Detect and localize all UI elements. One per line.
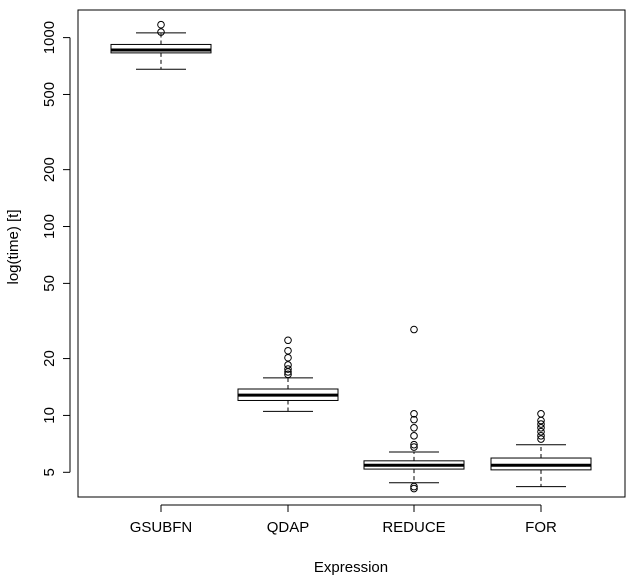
outlier-point: [284, 370, 292, 379]
outlier-point: [410, 325, 418, 334]
y-tick-label: 1000: [41, 21, 58, 54]
plot-border: [77, 9, 626, 498]
outlier-point: [410, 443, 418, 451]
box-group-reduce: [363, 325, 465, 493]
outlier-point: [157, 28, 165, 36]
y-tick-label: 10: [41, 407, 58, 424]
outlier-point: [410, 484, 418, 493]
box-group-for: [490, 410, 592, 488]
axis-layer: 5 10 20 50 100 200 500 1000 GSUBFN QDAP REDUCE FOR: [41, 9, 626, 536]
outlier-point: [537, 435, 545, 443]
outlier-point: [284, 336, 292, 345]
y-tick-label: 20: [41, 350, 58, 367]
outlier-point: [537, 410, 545, 418]
outlier-point: [537, 427, 545, 436]
outlier-point: [537, 424, 545, 432]
outlier-point: [410, 410, 418, 418]
outlier-point: [537, 432, 545, 440]
outlier-point: [284, 365, 292, 373]
outlier-point: [410, 432, 418, 440]
y-axis-title: log(time) [t]: [5, 209, 22, 284]
x-tick-label: GSUBFN: [130, 519, 193, 536]
outlier-point: [410, 482, 418, 491]
outlier-point: [410, 424, 418, 432]
y-tick-label: 100: [41, 214, 58, 239]
plot-layer: [110, 20, 592, 493]
outlier-point: [284, 361, 292, 369]
outlier-point: [410, 440, 418, 449]
x-tick-label: FOR: [525, 519, 557, 536]
y-tick-label: 5: [41, 468, 58, 476]
x-axis-title: Expression: [314, 559, 388, 576]
x-tick-label: REDUCE: [382, 519, 445, 536]
outlier-point: [157, 20, 165, 29]
box-group-gsubfn: [110, 20, 212, 70]
outlier-point: [284, 353, 292, 362]
outlier-point: [410, 415, 418, 424]
box-group-qdap: [237, 336, 339, 412]
y-tick-label: 50: [41, 275, 58, 292]
outlier-point: [537, 420, 545, 428]
y-tick-label: 500: [41, 82, 58, 107]
outlier-point: [284, 346, 292, 355]
x-tick-label: QDAP: [267, 519, 310, 536]
y-tick-label: 200: [41, 157, 58, 182]
